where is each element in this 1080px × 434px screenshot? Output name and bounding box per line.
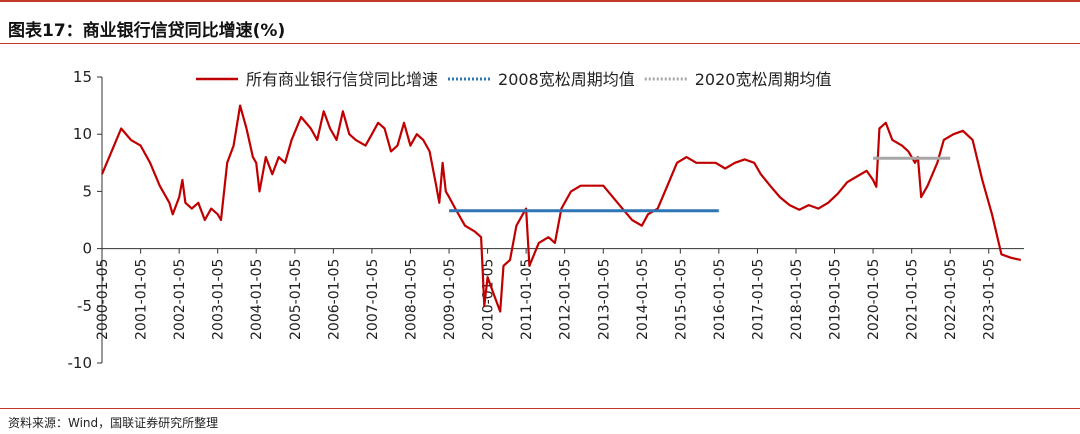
x-tick-label: 2010-01-05 — [481, 259, 497, 340]
x-tick-label: 2013-01-05 — [596, 259, 612, 340]
x-tick-label: 2020-01-05 — [866, 259, 882, 340]
series-line-0 — [100, 104, 1022, 313]
y-tick-label: 15 — [73, 68, 92, 86]
y-tick-label: -10 — [68, 354, 93, 372]
y-tick-label: -5 — [77, 297, 92, 315]
legend-label-0: 所有商业银行信贷同比增速 — [246, 70, 438, 89]
legend-label-1: 2008宽松周期均值 — [498, 70, 635, 89]
x-tick-label: 2019-01-05 — [828, 259, 844, 340]
legend-label-2: 2020宽松周期均值 — [695, 70, 832, 89]
y-axis: -10 -5 0 5 10 15 — [68, 68, 103, 372]
x-tick-label: 2017-01-05 — [750, 259, 766, 340]
x-tick-label: 2016-01-05 — [712, 259, 728, 340]
x-tick-label: 2015-01-05 — [673, 259, 689, 340]
x-tick-label: 2003-01-05 — [211, 259, 227, 340]
x-tick-label: 2002-01-05 — [172, 259, 188, 340]
x-tick-label: 2000-01-05 — [95, 259, 111, 340]
x-tick-label: 2023-01-05 — [982, 259, 998, 340]
source-note: 资料来源：Wind，国联证券研究所整理 — [8, 416, 219, 430]
x-tick-label: 2012-01-05 — [558, 259, 574, 340]
title-bar: 图表17：商业银行信贷同比增速(%) — [0, 0, 1080, 44]
x-tick-label: 2006-01-05 — [326, 259, 342, 340]
chart: -10 -5 0 5 10 15 2000-01-05 2001-01-05 2002-01-… — [68, 68, 1024, 372]
series-layer — [100, 104, 1022, 313]
y-tick-label: 0 — [82, 240, 92, 258]
x-tick-label: 2014-01-05 — [635, 259, 651, 340]
x-tick-label: 2021-01-05 — [905, 259, 921, 340]
x-tick-label: 2022-01-05 — [943, 259, 959, 340]
x-tick-label: 2005-01-05 — [288, 259, 304, 340]
y-tick-label: 10 — [73, 125, 92, 143]
x-axis: 2000-01-05 2001-01-05 2002-01-05 2003-01-05… — [95, 248, 1024, 340]
x-tick-label: 2004-01-05 — [249, 259, 265, 340]
x-tick-label: 2007-01-05 — [365, 259, 381, 340]
footer-rule — [0, 408, 1080, 409]
x-tick-label: 2001-01-05 — [134, 259, 150, 340]
x-tick-label: 2011-01-05 — [519, 259, 535, 340]
x-tick-label: 2008-01-05 — [403, 259, 419, 340]
x-tick-label: 2018-01-05 — [789, 259, 805, 340]
x-tick-label: 2009-01-05 — [442, 259, 458, 340]
page-title: 图表17：商业银行信贷同比增速(%) — [8, 21, 286, 41]
y-tick-label: 5 — [82, 182, 92, 200]
legend: 所有商业银行信贷同比增速 2008宽松周期均值 2020宽松周期均值 — [196, 70, 831, 89]
